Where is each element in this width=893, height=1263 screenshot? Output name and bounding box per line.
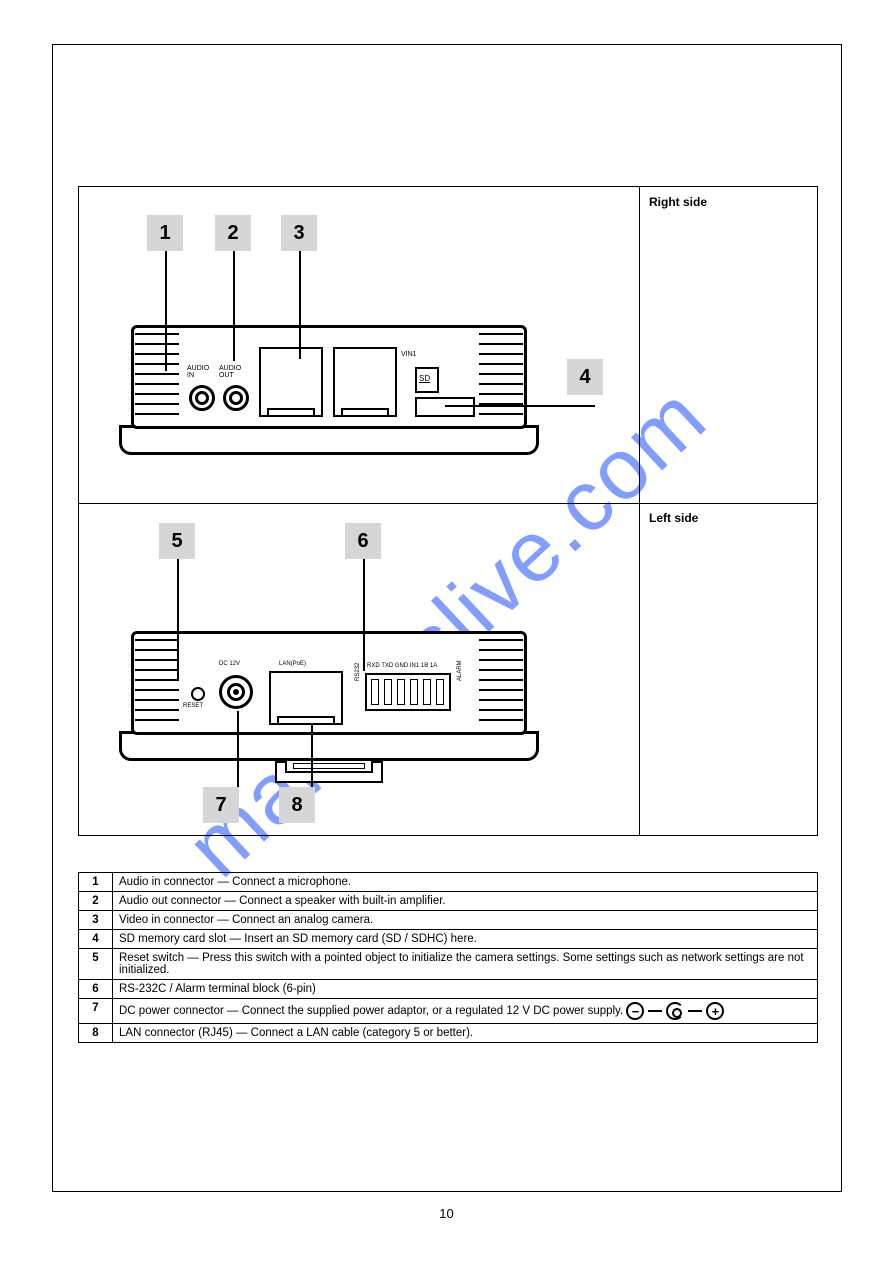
label-lan: LAN(PoE) (279, 661, 306, 667)
label-reset: RESET (183, 703, 203, 709)
row-num: 4 (79, 930, 113, 949)
row-num: 8 (79, 1024, 113, 1043)
device-left: RESET DC 12V LAN(PoE) RXD TXD GND IN1 1B… (119, 631, 539, 791)
row-num: 3 (79, 911, 113, 930)
figure-left-side: 5 6 RESET DC 1 (79, 503, 639, 837)
callout-8: 8 (279, 787, 315, 823)
lead-6 (363, 559, 365, 671)
right-side-heading: Right side (639, 187, 819, 217)
row-num: 2 (79, 892, 113, 911)
table-row: 7 DC power connector — Connect the suppl… (79, 999, 818, 1024)
label-audio-out: AUDIO OUT (219, 365, 241, 379)
row-num: 1 (79, 873, 113, 892)
row-num: 7 (79, 999, 113, 1024)
lead-3 (299, 251, 301, 359)
lead-2 (233, 251, 235, 361)
page-number: 10 (0, 1206, 893, 1221)
callout-2: 2 (215, 215, 251, 251)
page: manualslive.com 1 2 3 (0, 0, 893, 1263)
table-row: 3Video in connector — Connect an analog … (79, 911, 818, 930)
table-row: 5Reset switch — Press this switch with a… (79, 949, 818, 980)
lead-1 (165, 251, 167, 371)
table-row: 2Audio out connector — Connect a speaker… (79, 892, 818, 911)
row-num: 5 (79, 949, 113, 980)
row-7-text: DC power connector — Connect the supplie… (119, 1005, 626, 1017)
row-num: 6 (79, 980, 113, 999)
label-rs232: RS232 (355, 663, 361, 681)
polarity-symbol: −+ (626, 1002, 724, 1020)
row-text: Reset switch — Press this switch with a … (113, 949, 818, 980)
table-row: 4SD memory card slot — Insert an SD memo… (79, 930, 818, 949)
row-text: Audio in connector — Connect a microphon… (113, 873, 818, 892)
lead-8 (311, 725, 313, 787)
row-text: RS-232C / Alarm terminal block (6-pin) (113, 980, 818, 999)
figure-left-label: Left side (639, 503, 819, 837)
label-pins: RXD TXD GND IN1 1B 1A (367, 663, 437, 669)
callout-6: 6 (345, 523, 381, 559)
row-text: DC power connector — Connect the supplie… (113, 999, 818, 1024)
callout-1: 1 (147, 215, 183, 251)
label-audio-in: AUDIO IN (187, 365, 209, 379)
label-vin1: VIN1 (401, 351, 417, 358)
row-text: Video in connector — Connect an analog c… (113, 911, 818, 930)
terminal-block (365, 673, 451, 711)
callout-7: 7 (203, 787, 239, 823)
row-text: LAN connector (RJ45) — Connect a LAN cab… (113, 1024, 818, 1043)
lead-7 (237, 711, 239, 787)
callout-3: 3 (281, 215, 317, 251)
left-side-heading: Left side (639, 503, 819, 533)
table-row: 6RS-232C / Alarm terminal block (6-pin) (79, 980, 818, 999)
row-text: SD memory card slot — Insert an SD memor… (113, 930, 818, 949)
callout-4: 4 (567, 359, 603, 395)
device-right: AUDIO IN AUDIO OUT VIN1 SD (119, 325, 539, 465)
lead-5 (177, 559, 179, 679)
figure-grid: 1 2 3 (78, 186, 818, 836)
callout-5: 5 (159, 523, 195, 559)
lead-4 (445, 405, 595, 407)
figure-right-side: 1 2 3 (79, 187, 639, 503)
description-table: 1Audio in connector — Connect a micropho… (78, 872, 818, 1043)
label-sd: SD (419, 375, 430, 383)
label-dc12v: DC 12V (219, 661, 240, 667)
row-text: Audio out connector — Connect a speaker … (113, 892, 818, 911)
table-row: 1Audio in connector — Connect a micropho… (79, 873, 818, 892)
label-alarm: ALARM (457, 660, 463, 681)
figure-right-label: Right side (639, 187, 819, 503)
table-row: 8LAN connector (RJ45) — Connect a LAN ca… (79, 1024, 818, 1043)
